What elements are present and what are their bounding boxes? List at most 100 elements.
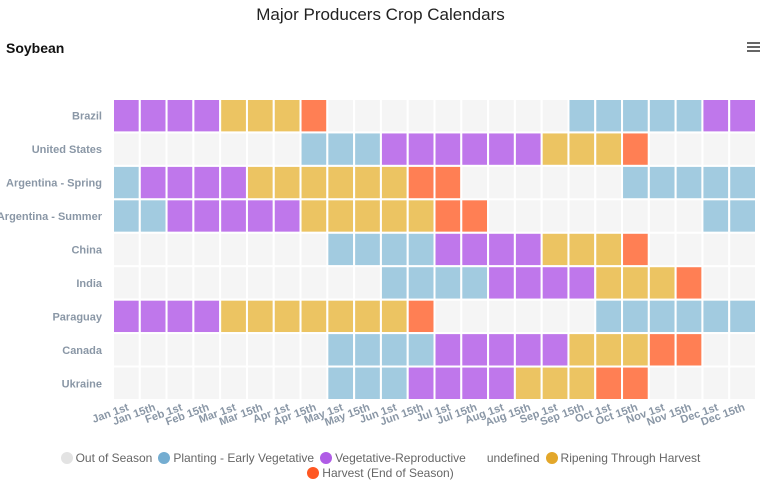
heatmap-cell[interactable]: Argentina - Summer — Feb 1st: Vegetative…	[165, 198, 195, 234]
heatmap-cell[interactable]: Ukraine — Aug 1st: Vegetative-Reproducti…	[487, 365, 516, 401]
heatmap-cell[interactable]: Canada — Feb 15th: Out of Season	[192, 332, 222, 368]
heatmap-cell[interactable]: Paraguay — Jan 15th: Vegetative-Reproduc…	[138, 298, 168, 335]
heatmap-cell[interactable]: Brazil — Nov 1st: Planting - Early Veget…	[647, 98, 677, 134]
heatmap-cell[interactable]: China — Sep 15th: Ripening Through Harve…	[567, 231, 597, 268]
heatmap-cell[interactable]: India — Feb 15th: Out of Season	[192, 265, 222, 301]
heatmap-cell[interactable]: India — Nov 15th: Harvest (End of Season…	[674, 265, 704, 301]
legend-item[interactable]: Planting - Early Vegetative	[158, 451, 314, 466]
heatmap-cell[interactable]: United States — Sep 1st: Ripening Throug…	[540, 131, 570, 167]
heatmap-cell[interactable]: Brazil — Dec 15th: Vegetative-Reproducti…	[728, 98, 758, 134]
heatmap-cell[interactable]: United States — Jul 1st: Vegetative-Repr…	[433, 131, 463, 167]
heatmap-cell[interactable]: Argentina - Spring — Jul 15th: Out of Se…	[460, 164, 490, 201]
heatmap-cell[interactable]: Ukraine — Jan 15th: Out of Season	[138, 365, 168, 401]
heatmap-cell[interactable]: Canada — Aug 15th: Vegetative-Reproducti…	[513, 332, 543, 368]
heatmap-cell[interactable]: India — Apr 15th: Out of Season	[299, 265, 329, 301]
heatmap-cell[interactable]: India — Oct 1st: Ripening Through Harves…	[594, 265, 624, 301]
heatmap-cell[interactable]: Canada — Jul 15th: Vegetative-Reproducti…	[460, 332, 490, 368]
heatmap-cell[interactable]: Canada — Dec 15th: Out of Season	[728, 332, 758, 368]
heatmap-cell[interactable]: Brazil — Feb 1st: Vegetative-Reproductiv…	[165, 98, 195, 134]
heatmap-cell[interactable]: United States — Nov 15th: Out of Season	[674, 131, 704, 167]
heatmap-cell[interactable]: Paraguay — Jan 1st: Vegetative-Reproduct…	[112, 298, 141, 335]
heatmap-cell[interactable]: Argentina - Summer — Jun 1st: Ripening T…	[379, 198, 409, 234]
heatmap-cell[interactable]: Ukraine — May 1st: Planting - Early Vege…	[326, 365, 356, 401]
heatmap-cell[interactable]: Paraguay — Jul 15th: Out of Season	[460, 298, 490, 335]
heatmap-cell[interactable]: Canada — Mar 15th: Out of Season	[245, 332, 275, 368]
heatmap-cell[interactable]: Brazil — Sep 15th: Planting - Early Vege…	[567, 98, 597, 134]
heatmap-cell[interactable]: Ukraine — Oct 1st: Harvest (End of Seaso…	[594, 365, 624, 401]
heatmap-cell[interactable]: Brazil — Feb 15th: Vegetative-Reproducti…	[192, 98, 222, 134]
heatmap-cell[interactable]: India — Sep 1st: Vegetative-Reproductive	[540, 265, 570, 301]
heatmap-cell[interactable]: United States — Oct 1st: Ripening Throug…	[594, 131, 624, 167]
heatmap-cell[interactable]: United States — May 1st: Planting - Earl…	[326, 131, 356, 167]
heatmap-cell[interactable]: Paraguay — May 15th: Ripening Through Ha…	[353, 298, 382, 335]
heatmap-cell[interactable]: Canada — Oct 1st: Ripening Through Harve…	[594, 332, 624, 368]
heatmap-cell[interactable]: India — Jun 15th: Planting - Early Veget…	[406, 265, 436, 301]
heatmap-cell[interactable]: India — Apr 1st: Out of Season	[272, 265, 302, 301]
heatmap-cell[interactable]: Canada — Sep 15th: Ripening Through Harv…	[567, 332, 597, 368]
heatmap-cell[interactable]: China — Jul 1st: Vegetative-Reproductive	[433, 231, 463, 268]
heatmap-cell[interactable]: India — Jan 15th: Out of Season	[138, 265, 168, 301]
heatmap-cell[interactable]: China — Aug 15th: Vegetative-Reproductiv…	[513, 231, 543, 268]
legend-item[interactable]: Ripening Through Harvest	[545, 451, 700, 466]
heatmap-cell[interactable]: China — Mar 15th: Out of Season	[245, 231, 275, 268]
heatmap-cell[interactable]: Ukraine — May 15th: Planting - Early Veg…	[353, 365, 382, 401]
heatmap-cell[interactable]: Canada — Sep 1st: Vegetative-Reproductiv…	[540, 332, 570, 368]
heatmap-cell[interactable]: Canada — Jun 1st: Planting - Early Veget…	[379, 332, 409, 368]
heatmap-cell[interactable]: Argentina - Summer — Jul 1st: Harvest (E…	[433, 198, 463, 234]
heatmap-cell[interactable]: Argentina - Spring — Oct 1st: Out of Sea…	[594, 164, 624, 201]
heatmap-cell[interactable]: Argentina - Summer — Apr 1st: Vegetative…	[272, 198, 302, 234]
heatmap-cell[interactable]: Argentina - Spring — Mar 1st: Vegetative…	[219, 164, 248, 201]
heatmap-cell[interactable]: United States — Apr 15th: Planting - Ear…	[299, 131, 329, 167]
heatmap-cell[interactable]: United States — Feb 1st: Out of Season	[165, 131, 195, 167]
heatmap-cell[interactable]: India — Feb 1st: Out of Season	[165, 265, 195, 301]
heatmap-cell[interactable]: Brazil — Jun 1st: Out of Season	[379, 98, 409, 134]
heatmap-cell[interactable]: Argentina - Summer — Jan 15th: Planting …	[138, 198, 168, 234]
heatmap-cell[interactable]: Ukraine — Oct 15th: Harvest (End of Seas…	[621, 365, 650, 401]
heatmap-cell[interactable]: Ukraine — Nov 15th: Out of Season	[674, 365, 704, 401]
heatmap-cell[interactable]: Argentina - Summer — Sep 15th: Out of Se…	[567, 198, 597, 234]
heatmap-cell[interactable]: India — Jul 1st: Planting - Early Vegeta…	[433, 265, 463, 301]
heatmap-cell[interactable]: Argentina - Spring — Aug 1st: Out of Sea…	[487, 164, 516, 201]
heatmap-cell[interactable]: Paraguay — Apr 15th: Ripening Through Ha…	[299, 298, 329, 335]
heatmap-cell[interactable]: United States — May 15th: Planting - Ear…	[353, 131, 382, 167]
heatmap-cell[interactable]: Brazil — Jan 15th: Vegetative-Reproducti…	[138, 98, 168, 134]
heatmap-cell[interactable]: India — Mar 1st: Out of Season	[219, 265, 248, 301]
heatmap-cell[interactable]: Argentina - Summer — Mar 1st: Vegetative…	[219, 198, 248, 234]
heatmap-cell[interactable]: Brazil — Aug 15th: Out of Season	[513, 98, 543, 134]
heatmap-cell[interactable]: China — Jan 1st: Out of Season	[112, 231, 141, 268]
heatmap-cell[interactable]: Paraguay — Mar 15th: Ripening Through Ha…	[245, 298, 275, 335]
heatmap-cell[interactable]: Ukraine — Sep 1st: Ripening Through Harv…	[540, 365, 570, 401]
heatmap-cell[interactable]: China — May 1st: Planting - Early Vegeta…	[326, 231, 356, 268]
heatmap-cell[interactable]: United States — Jul 15th: Vegetative-Rep…	[460, 131, 490, 167]
heatmap-cell[interactable]: China — Apr 15th: Out of Season	[299, 231, 329, 268]
heatmap-cell[interactable]: Brazil — Jun 15th: Out of Season	[406, 98, 436, 134]
heatmap-cell[interactable]: Argentina - Summer — Oct 1st: Out of Sea…	[594, 198, 624, 234]
legend-item[interactable]: undefined	[472, 451, 540, 466]
heatmap-cell[interactable]: India — Aug 15th: Vegetative-Reproductiv…	[513, 265, 543, 301]
heatmap-cell[interactable]: Paraguay — May 1st: Ripening Through Har…	[326, 298, 356, 335]
heatmap-cell[interactable]: Brazil — Apr 1st: Ripening Through Harve…	[272, 98, 302, 134]
heatmap-cell[interactable]: Brazil — Mar 1st: Ripening Through Harve…	[219, 98, 248, 134]
heatmap-cell[interactable]: Paraguay — Feb 15th: Vegetative-Reproduc…	[192, 298, 222, 335]
heatmap-cell[interactable]: China — Jun 15th: Planting - Early Veget…	[406, 231, 436, 268]
heatmap-cell[interactable]: Argentina - Summer — Jul 15th: Harvest (…	[460, 198, 490, 234]
heatmap-cell[interactable]: Argentina - Summer — Sep 1st: Out of Sea…	[540, 198, 570, 234]
heatmap-cell[interactable]: Ukraine — Dec 15th: Out of Season	[728, 365, 758, 401]
heatmap-cell[interactable]: India — Jul 15th: Planting - Early Veget…	[460, 265, 490, 301]
heatmap-cell[interactable]: Argentina - Summer — May 15th: Ripening …	[353, 198, 382, 234]
heatmap-cell[interactable]: Paraguay — Aug 1st: Out of Season	[487, 298, 516, 335]
heatmap-cell[interactable]: Argentina - Spring — Nov 1st: Planting -…	[647, 164, 677, 201]
heatmap-cell[interactable]: Paraguay — Jun 1st: Ripening Through Har…	[379, 298, 409, 335]
heatmap-cell[interactable]: Canada — Oct 15th: Ripening Through Harv…	[621, 332, 650, 368]
heatmap-cell[interactable]: Ukraine — Jan 1st: Out of Season	[112, 365, 141, 401]
heatmap-cell[interactable]: Canada — Mar 1st: Out of Season	[219, 332, 248, 368]
heatmap-cell[interactable]: United States — Nov 1st: Out of Season	[647, 131, 677, 167]
heatmap-cell[interactable]: Argentina - Spring — Sep 1st: Out of Sea…	[540, 164, 570, 201]
heatmap-cell[interactable]: Ukraine — Mar 15th: Out of Season	[245, 365, 275, 401]
heatmap-cell[interactable]: Argentina - Summer — Oct 15th: Out of Se…	[621, 198, 650, 234]
heatmap-cell[interactable]: Canada — Apr 15th: Out of Season	[299, 332, 329, 368]
heatmap-cell[interactable]: Argentina - Spring — May 1st: Ripening T…	[326, 164, 356, 201]
heatmap-cell[interactable]: China — Feb 1st: Out of Season	[165, 231, 195, 268]
heatmap-cell[interactable]: China — Nov 15th: Out of Season	[674, 231, 704, 268]
heatmap-cell[interactable]: China — Sep 1st: Ripening Through Harves…	[540, 231, 570, 268]
